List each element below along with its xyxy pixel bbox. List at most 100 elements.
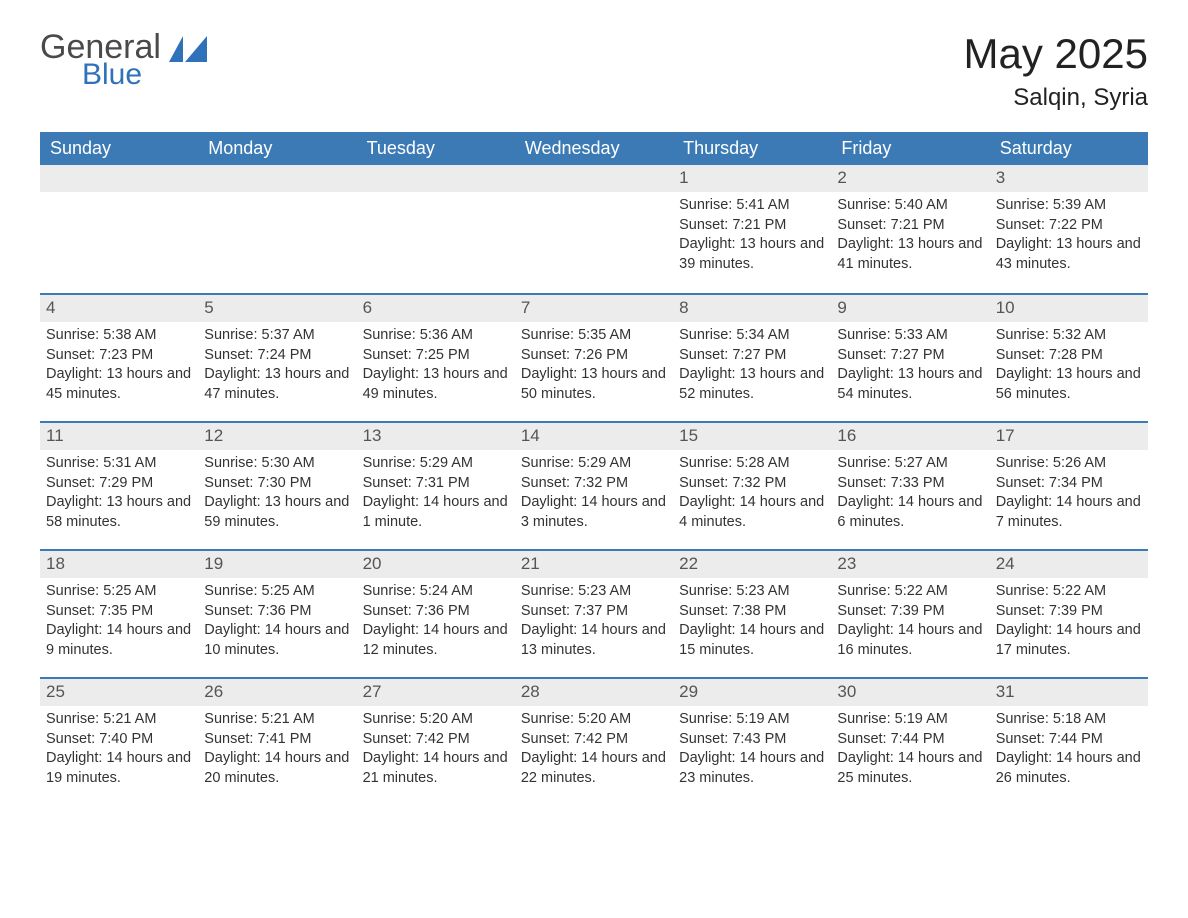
daylight-line: Daylight: 13 hours and 58 minutes. bbox=[46, 493, 192, 532]
sunrise-line: Sunrise: 5:29 AM bbox=[363, 454, 509, 474]
sunrise-line: Sunrise: 5:39 AM bbox=[996, 196, 1142, 216]
sunrise-line: Sunrise: 5:41 AM bbox=[679, 196, 825, 216]
sunrise-line: Sunrise: 5:30 AM bbox=[204, 454, 350, 474]
sunrise-line: Sunrise: 5:22 AM bbox=[837, 582, 983, 602]
sunset-line: Sunset: 7:28 PM bbox=[996, 346, 1142, 366]
day-number: 19 bbox=[198, 551, 356, 578]
daylight-line: Daylight: 14 hours and 10 minutes. bbox=[204, 621, 350, 660]
sunrise-line: Sunrise: 5:22 AM bbox=[996, 582, 1142, 602]
sunset-line: Sunset: 7:42 PM bbox=[363, 730, 509, 750]
day-number: 18 bbox=[40, 551, 198, 578]
sunset-line: Sunset: 7:27 PM bbox=[679, 346, 825, 366]
daylight-line: Daylight: 14 hours and 6 minutes. bbox=[837, 493, 983, 532]
sunrise-line: Sunrise: 5:38 AM bbox=[46, 326, 192, 346]
daylight-line: Daylight: 13 hours and 43 minutes. bbox=[996, 235, 1142, 274]
sunset-line: Sunset: 7:44 PM bbox=[837, 730, 983, 750]
sunset-line: Sunset: 7:39 PM bbox=[996, 602, 1142, 622]
daylight-line: Daylight: 13 hours and 47 minutes. bbox=[204, 365, 350, 404]
daylight-line: Daylight: 14 hours and 26 minutes. bbox=[996, 749, 1142, 788]
sunset-line: Sunset: 7:41 PM bbox=[204, 730, 350, 750]
sunrise-line: Sunrise: 5:20 AM bbox=[363, 710, 509, 730]
calendar-cell: 28Sunrise: 5:20 AMSunset: 7:42 PMDayligh… bbox=[515, 679, 673, 805]
sunrise-line: Sunrise: 5:37 AM bbox=[204, 326, 350, 346]
sunset-line: Sunset: 7:32 PM bbox=[521, 474, 667, 494]
daylight-line: Daylight: 13 hours and 49 minutes. bbox=[363, 365, 509, 404]
calendar-cell: 11Sunrise: 5:31 AMSunset: 7:29 PMDayligh… bbox=[40, 423, 198, 549]
day-number: 31 bbox=[990, 679, 1148, 706]
day-number: 30 bbox=[831, 679, 989, 706]
top-bar: General Blue May 2025 Salqin, Syria bbox=[40, 30, 1148, 112]
day-number: 28 bbox=[515, 679, 673, 706]
location-label: Salqin, Syria bbox=[964, 84, 1148, 112]
calendar-row: 18 Sunrise: 5:25 AM Sunset: 7:35 PM Dayligh… bbox=[40, 549, 1148, 677]
month-title: May 2025 bbox=[964, 30, 1148, 78]
calendar-cell: 10Sunrise: 5:32 AMSunset: 7:28 PMDayligh… bbox=[990, 295, 1148, 421]
daylight-line: Daylight: 14 hours and 20 minutes. bbox=[204, 749, 350, 788]
sunset-line: Sunset: 7:21 PM bbox=[679, 216, 825, 236]
sunrise-line: Sunrise: 5:34 AM bbox=[679, 326, 825, 346]
calendar-cell: 31Sunrise: 5:18 AMSunset: 7:44 PMDayligh… bbox=[990, 679, 1148, 805]
calendar-cell: 12Sunrise: 5:30 AMSunset: 7:30 PMDayligh… bbox=[198, 423, 356, 549]
sunset-line: Sunset: 7:25 PM bbox=[363, 346, 509, 366]
day-number bbox=[40, 165, 198, 192]
daylight-line: Daylight: 13 hours and 50 minutes. bbox=[521, 365, 667, 404]
calendar-cell: 14 Sunrise: 5:29 AMSunset: 7:32 PMDayligh… bbox=[515, 423, 673, 549]
daylight-line: Daylight: 14 hours and 25 minutes. bbox=[837, 749, 983, 788]
day-number bbox=[198, 165, 356, 192]
sunrise-line: Sunrise: 5:29 AM bbox=[521, 454, 667, 474]
calendar-cell: 19Sunrise: 5:25 AMSunset: 7:36 PMDayligh… bbox=[198, 551, 356, 677]
daylight-line: Daylight: 13 hours and 45 minutes. bbox=[46, 365, 192, 404]
day-number: 26 bbox=[198, 679, 356, 706]
weekday-col: Saturday bbox=[990, 132, 1148, 165]
calendar-cell bbox=[357, 165, 515, 293]
weekday-col: Wednesday bbox=[515, 132, 673, 165]
daylight-line: Daylight: 14 hours and 21 minutes. bbox=[363, 749, 509, 788]
calendar-cell: 13Sunrise: 5:29 AMSunset: 7:31 PMDayligh… bbox=[357, 423, 515, 549]
day-number: 13 bbox=[357, 423, 515, 450]
day-number: 4 bbox=[40, 295, 198, 322]
sunset-line: Sunset: 7:44 PM bbox=[996, 730, 1142, 750]
calendar-cell: 18Sunrise: 5:25 AMSunset: 7:35 PMDayligh… bbox=[40, 551, 198, 677]
sunrise-line: Sunrise: 5:25 AM bbox=[204, 582, 350, 602]
sunset-line: Sunset: 7:32 PM bbox=[679, 474, 825, 494]
calendar: SundayMondayTuesdayWednesdayThursdayFrid… bbox=[40, 132, 1148, 805]
sunset-line: Sunset: 7:26 PM bbox=[521, 346, 667, 366]
calendar-cell: 23Sunrise: 5:22 AMSunset: 7:39 PMDayligh… bbox=[831, 551, 989, 677]
calendar-cell: 1Sunrise: 5:41 AMSunset: 7:21 PMDaylight… bbox=[673, 165, 831, 293]
weekday-col: Friday bbox=[831, 132, 989, 165]
calendar-cell bbox=[515, 165, 673, 293]
sunrise-line: Sunrise: 5:19 AM bbox=[837, 710, 983, 730]
sunset-line: Sunset: 7:43 PM bbox=[679, 730, 825, 750]
day-number bbox=[515, 165, 673, 192]
calendar-cell: 25Sunrise: 5:21 AMSunset: 7:40 PMDayligh… bbox=[40, 679, 198, 805]
day-number: 11 bbox=[40, 423, 198, 450]
daylight-line: Daylight: 13 hours and 54 minutes. bbox=[837, 365, 983, 404]
day-number: 17 bbox=[990, 423, 1148, 450]
daylight-line: Daylight: 14 hours and 12 minutes. bbox=[363, 621, 509, 660]
sunrise-line: Sunrise: 5:24 AM bbox=[363, 582, 509, 602]
sunset-line: Sunset: 7:40 PM bbox=[46, 730, 192, 750]
day-number: 12 bbox=[198, 423, 356, 450]
daylight-line: Daylight: 14 hours and 19 minutes. bbox=[46, 749, 192, 788]
calendar-cell: 2Sunrise: 5:40 AMSunset: 7:21 PMDaylight… bbox=[831, 165, 989, 293]
daylight-line: Daylight: 14 hours and 3 minutes. bbox=[521, 493, 667, 532]
day-number: 6 bbox=[357, 295, 515, 322]
day-number: 15 bbox=[673, 423, 831, 450]
sunrise-line: Sunrise: 5:26 AM bbox=[996, 454, 1142, 474]
sunset-line: Sunset: 7:35 PM bbox=[46, 602, 192, 622]
title-block: May 2025 Salqin, Syria bbox=[964, 30, 1148, 112]
calendar-cell: 16Sunrise: 5:27 AMSunset: 7:33 PMDayligh… bbox=[831, 423, 989, 549]
day-number: 14 bbox=[515, 423, 673, 450]
sunset-line: Sunset: 7:21 PM bbox=[837, 216, 983, 236]
day-number bbox=[357, 165, 515, 192]
day-number: 10 bbox=[990, 295, 1148, 322]
day-number: 7 bbox=[515, 295, 673, 322]
sunset-line: Sunset: 7:37 PM bbox=[521, 602, 667, 622]
daylight-line: Daylight: 14 hours and 7 minutes. bbox=[996, 493, 1142, 532]
sunrise-line: Sunrise: 5:23 AM bbox=[679, 582, 825, 602]
daylight-line: Daylight: 13 hours and 41 minutes. bbox=[837, 235, 983, 274]
day-number: 21 bbox=[515, 551, 673, 578]
daylight-line: Daylight: 14 hours and 17 minutes. bbox=[996, 621, 1142, 660]
day-number: 16 bbox=[831, 423, 989, 450]
sunrise-line: Sunrise: 5:20 AM bbox=[521, 710, 667, 730]
